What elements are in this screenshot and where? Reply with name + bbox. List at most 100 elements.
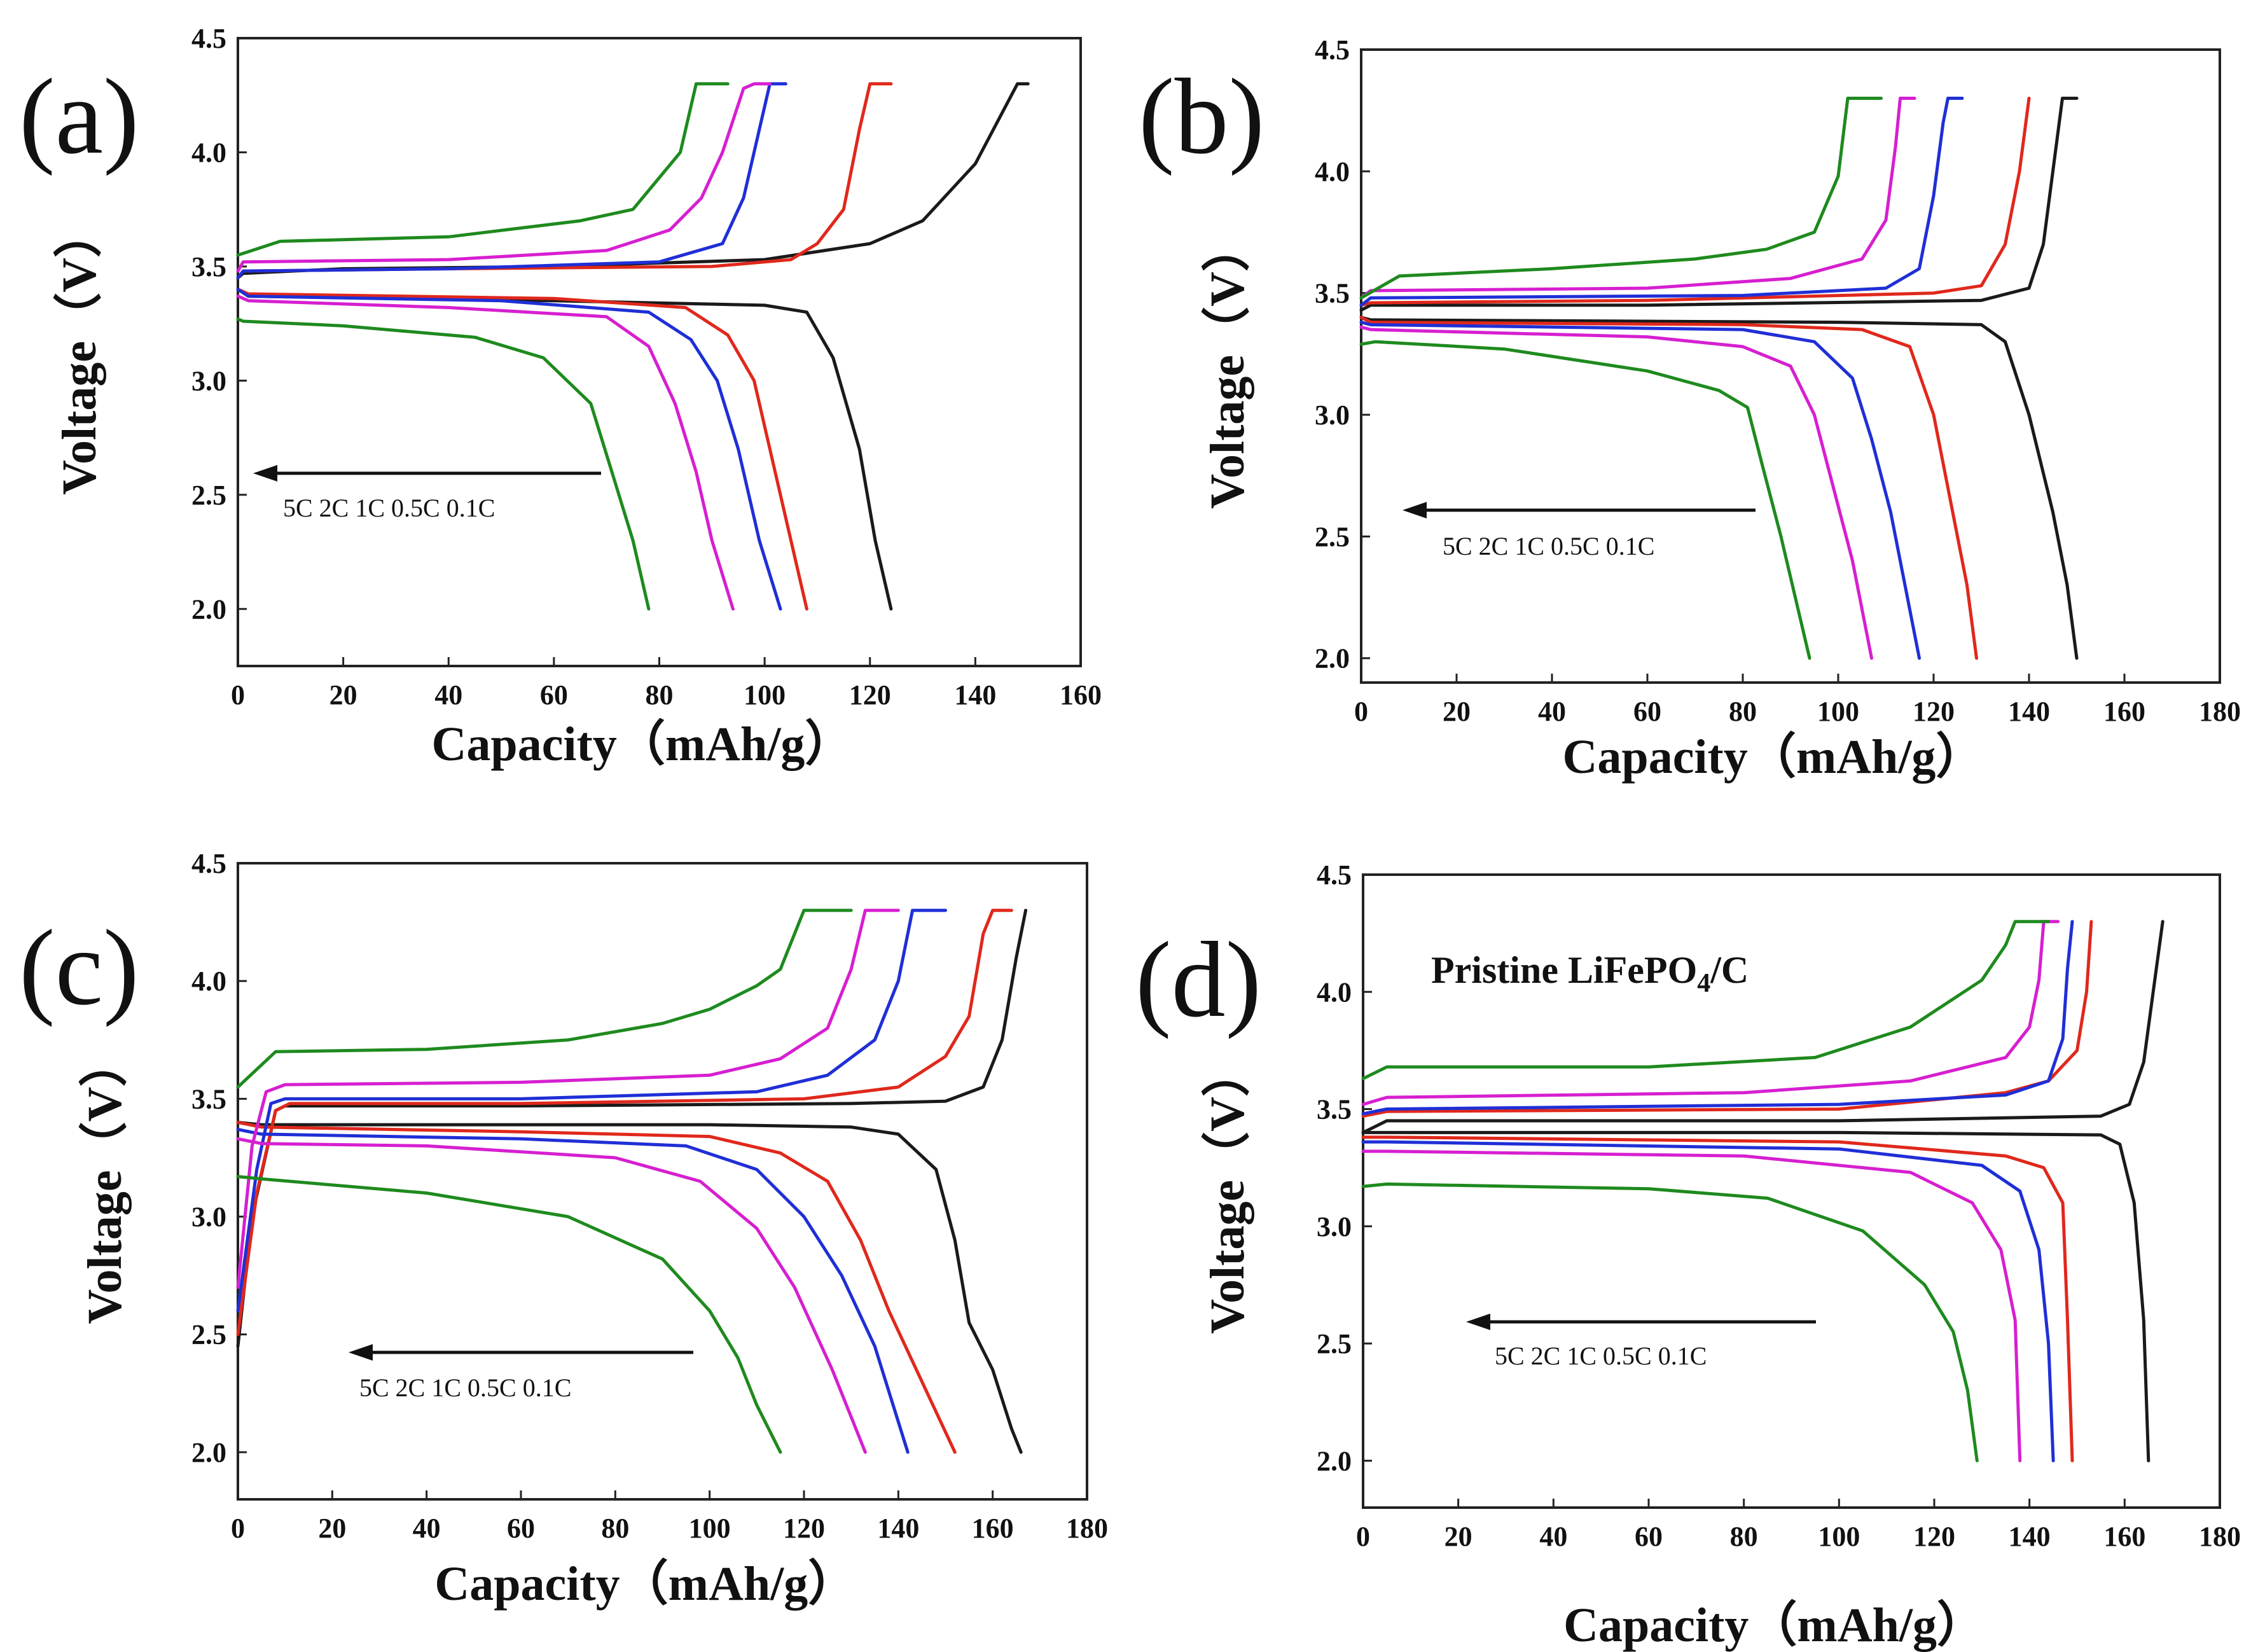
x-tick-label: 160 <box>2103 696 2145 727</box>
series-1C-discharge-curve <box>1361 1140 2055 1462</box>
y-tick-label: 3.0 <box>1317 1211 1352 1242</box>
y-tick-label: 2.0 <box>191 1437 226 1468</box>
series-0_1C-discharge-curve <box>236 288 893 611</box>
y-tick-label: 2.5 <box>1317 1328 1352 1359</box>
y-tick-label: 3.0 <box>191 365 226 396</box>
series-1C-charge-curve <box>1361 920 2074 1116</box>
series-1C-charge-curve <box>236 82 787 280</box>
rate-order-label: 5C 2C 1C 0.5C 0.1C <box>1443 532 1654 560</box>
x-tick-label: 120 <box>1913 1521 1955 1552</box>
y-axis-title: Voltage（V） <box>53 209 106 495</box>
y-tick-label: 2.0 <box>191 593 226 625</box>
arrow-head-icon <box>1466 1314 1490 1330</box>
y-axis-title: Voltage（V） <box>78 1039 132 1324</box>
series-0_1C-discharge-curve <box>1359 316 2079 660</box>
plot-frame <box>237 862 1088 1501</box>
series-0_1C-discharge-curve <box>236 1120 1023 1454</box>
x-tick-label: 40 <box>1539 1521 1567 1552</box>
y-tick-label: 2.0 <box>1315 643 1350 674</box>
x-tick-label: 160 <box>2103 1521 2145 1552</box>
y-tick-label: 4.0 <box>191 966 226 997</box>
x-tick-label: 180 <box>2199 696 2241 727</box>
x-tick-label: 0 <box>1356 1521 1370 1552</box>
series-0_5C-discharge-curve <box>236 1120 957 1454</box>
series-0_1C-charge-curve <box>236 82 1030 280</box>
series-2C-discharge-curve <box>236 1137 867 1454</box>
x-tick-label: 140 <box>2008 696 2050 727</box>
series-0_5C-charge-curve <box>236 82 893 280</box>
panel-label: (a) <box>19 57 139 176</box>
y-axis-title: Voltage（V） <box>1201 1048 1254 1334</box>
y-tick-label: 3.0 <box>1315 399 1350 431</box>
y-tick-label: 4.5 <box>191 848 226 879</box>
series-0_1C-charge-curve <box>1361 920 2164 1134</box>
y-tick-label: 2.5 <box>191 480 226 511</box>
series-2C-charge-curve <box>236 908 900 1289</box>
y-tick-label: 3.0 <box>191 1202 226 1233</box>
x-tick-label: 20 <box>1444 1521 1472 1552</box>
x-tick-label: 100 <box>689 1513 731 1544</box>
x-tick-label: 80 <box>1729 696 1757 727</box>
y-tick-label: 2.5 <box>1315 521 1350 552</box>
sample-annotation: Pristine LiFePO4/C <box>1431 949 1749 998</box>
panel-b: (b) 0 20 40 60 80 100 120 140 160 180 2.0 2.5 3.0 3.5 4… <box>1139 34 2241 784</box>
series-5C-discharge-curve <box>236 317 651 611</box>
plot-frame <box>1362 873 2221 1509</box>
series-5C-discharge-curve <box>236 1175 782 1454</box>
series-0_1C-discharge-curve <box>1361 1130 2151 1462</box>
panel-label: (b) <box>1139 57 1264 176</box>
x-tick-label: 60 <box>1633 696 1661 727</box>
arrow-head-icon <box>253 465 277 482</box>
series-1C-charge-curve <box>1359 97 1964 307</box>
x-tick-label: 0 <box>1354 696 1368 727</box>
series-1C-charge-curve <box>236 908 947 1313</box>
x-tick-label: 100 <box>744 679 786 711</box>
arrow-head-icon <box>1403 502 1427 518</box>
panel-d: (d) 0 20 40 60 80 100 120 140 160 180 2.0 2.5 3.0 3.5 4… <box>1135 859 2241 1652</box>
series-5C-discharge-curve <box>1359 340 1811 660</box>
y-tick-label: 4.0 <box>1315 156 1350 187</box>
x-tick-label: 80 <box>1730 1521 1758 1552</box>
x-tick-label: 140 <box>954 679 996 711</box>
series-5C-charge-curve <box>1361 920 2051 1081</box>
x-tick-label: 80 <box>646 679 674 711</box>
y-tick-label: 4.5 <box>191 23 226 54</box>
x-tick-label: 20 <box>1443 696 1471 727</box>
y-tick-label: 4.0 <box>191 137 226 168</box>
y-tick-label: 3.5 <box>191 251 226 282</box>
rate-order-label: 5C 2C 1C 0.5C 0.1C <box>283 494 495 522</box>
plot-frame <box>237 37 1082 667</box>
x-tick-label: 100 <box>1817 696 1859 727</box>
series-0_5C-discharge-curve <box>236 288 808 611</box>
y-tick-label: 4.0 <box>1317 976 1352 1008</box>
panel-c: (c) 0 20 40 60 80 100 120 140 160 180 2.0 2.5 3.0 3.5 4… <box>19 848 1108 1611</box>
x-axis-title: Capacity（mAh/g） <box>1563 730 1984 784</box>
x-axis-title: Capacity（mAh/g） <box>432 718 854 771</box>
series-0_1C-charge-curve <box>1359 97 2079 312</box>
series-5C-discharge-curve <box>1361 1182 1979 1462</box>
x-tick-label: 140 <box>877 1513 919 1544</box>
panel-label: (c) <box>19 908 139 1027</box>
x-tick-label: 20 <box>329 679 357 711</box>
x-tick-label: 120 <box>783 1513 825 1544</box>
series-2C-discharge-curve <box>236 295 735 611</box>
x-tick-label: 60 <box>1635 1521 1663 1552</box>
x-axis-title: Capacity（mAh/g） <box>1563 1599 1985 1652</box>
x-tick-label: 160 <box>972 1513 1014 1544</box>
x-tick-label: 0 <box>231 679 245 711</box>
series-5C-charge-curve <box>236 908 853 1089</box>
x-tick-label: 100 <box>1818 1521 1860 1552</box>
series-0_5C-charge-curve <box>236 908 1013 1336</box>
series-2C-discharge-curve <box>1361 1149 2022 1462</box>
y-tick-label: 2.0 <box>1317 1445 1352 1476</box>
x-tick-label: 20 <box>318 1513 346 1544</box>
x-tick-label: 40 <box>434 679 462 711</box>
panel-a: (a) 0 20 40 60 80 100 120 140 160 2.0 2.5 3.0 3.5 4.0 4… <box>19 23 1102 771</box>
series-2C-charge-curve <box>1361 920 2060 1106</box>
panel-label: (d) <box>1135 920 1261 1039</box>
rate-order-label: 5C 2C 1C 0.5C 0.1C <box>359 1373 571 1402</box>
y-tick-label: 2.5 <box>191 1319 226 1350</box>
x-tick-label: 180 <box>2199 1521 2241 1552</box>
series-5C-charge-curve <box>236 82 730 257</box>
